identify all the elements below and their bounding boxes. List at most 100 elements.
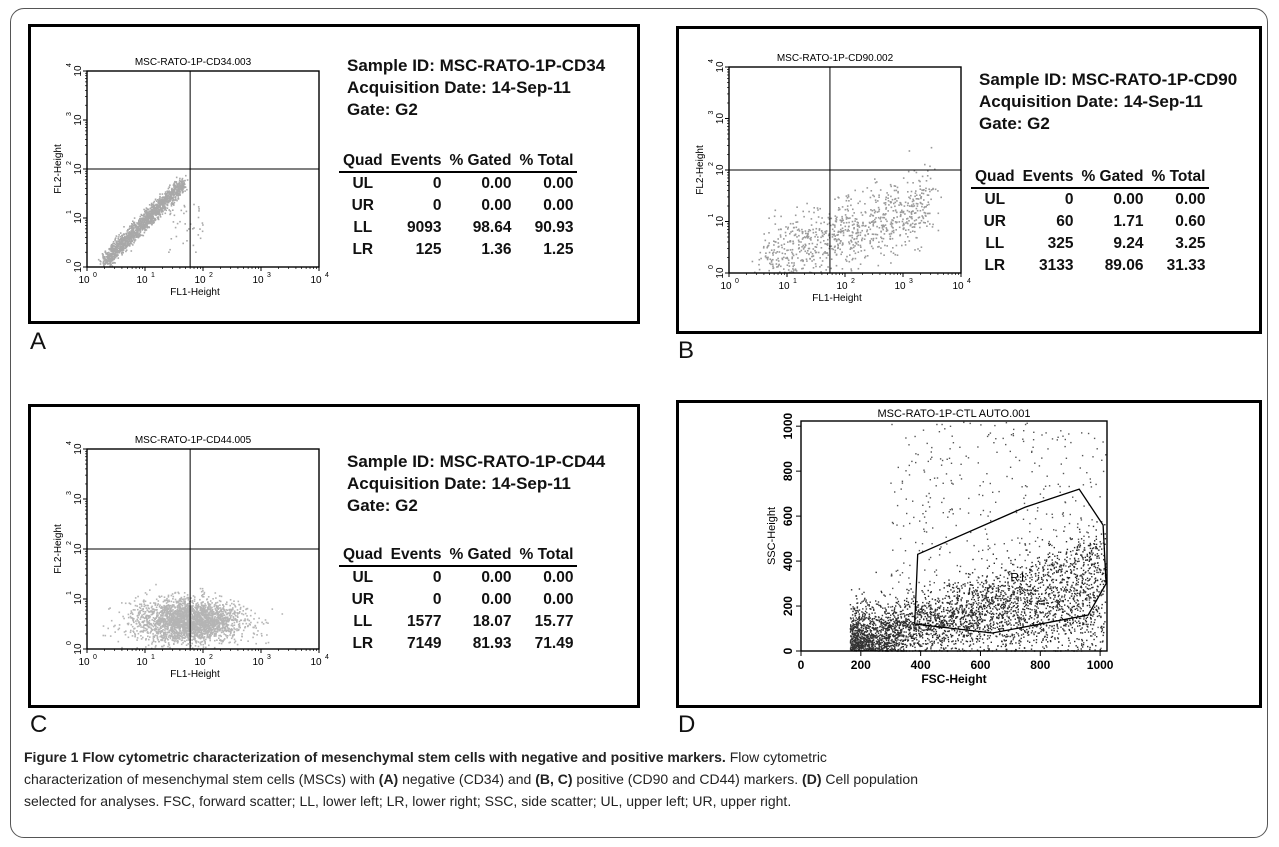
event-dot <box>804 250 807 253</box>
event-dot <box>115 248 118 250</box>
event-dot <box>148 212 150 214</box>
event-dot <box>769 258 772 260</box>
event-dot <box>151 211 153 214</box>
plot-title: MSC-RATO-1P-CD90.002 <box>777 53 894 64</box>
panel-b-box: MSC-RATO-1P-CD90.002 10 0 10 0 10 1 10 1 10 2 10 2 10… <box>676 26 1262 334</box>
event-dot <box>118 234 120 236</box>
event-dot <box>207 629 209 632</box>
event-dot <box>144 223 146 226</box>
event-dot <box>907 191 909 193</box>
event-dot <box>889 238 892 240</box>
event-dot <box>206 625 208 628</box>
event-dot <box>265 642 267 645</box>
event-dot <box>215 635 217 637</box>
event-dot <box>810 236 812 239</box>
event-dot <box>230 619 233 621</box>
event-dot <box>823 233 825 236</box>
event-dot <box>856 228 859 231</box>
event-dot <box>112 242 114 245</box>
event-dot <box>180 187 183 190</box>
event-dot <box>106 262 108 264</box>
event-dot <box>177 634 180 637</box>
event-dot <box>216 630 219 633</box>
event-dot <box>155 644 157 647</box>
event-dot <box>185 630 187 633</box>
event-dot <box>186 616 188 618</box>
event-dot <box>140 626 142 628</box>
event-dot <box>165 193 168 196</box>
event-dot <box>128 228 131 230</box>
event-dot <box>125 246 127 248</box>
event-dot <box>197 636 199 638</box>
event-dot <box>183 592 186 594</box>
event-dot <box>206 624 209 626</box>
event-dot <box>178 189 181 191</box>
event-dot <box>893 189 896 192</box>
event-dot <box>167 645 169 648</box>
event-dot <box>179 190 181 192</box>
event-dot <box>175 176 178 179</box>
event-dot <box>852 244 854 246</box>
y-tick-exponent: 0 <box>708 265 715 269</box>
event-dot <box>134 597 137 599</box>
event-dot <box>186 594 189 596</box>
event-dot <box>225 630 228 633</box>
event-dot <box>893 217 895 219</box>
event-dot <box>145 214 148 216</box>
event-dot <box>198 612 201 615</box>
event-dot <box>883 233 886 235</box>
event-dot <box>155 208 158 211</box>
event-dot <box>193 621 196 623</box>
event-dot <box>163 609 165 611</box>
x-tick-label: 10 <box>720 281 732 292</box>
event-dot <box>166 637 168 640</box>
event-dot <box>834 226 836 228</box>
event-dot <box>178 624 180 626</box>
event-dot <box>192 605 194 607</box>
event-dot <box>171 639 174 641</box>
event-dot <box>191 647 194 649</box>
event-dot <box>926 225 928 227</box>
event-dot <box>167 611 170 613</box>
event-dot <box>142 225 144 228</box>
event-dot <box>194 626 196 629</box>
event-dot <box>170 616 173 619</box>
y-tick-label: 10 <box>715 267 726 279</box>
event-dot <box>261 635 263 637</box>
event-dot <box>894 253 897 256</box>
event-dot <box>131 236 134 239</box>
event-dot <box>169 197 171 200</box>
event-dot <box>796 206 798 208</box>
event-dot <box>796 221 799 223</box>
event-dot <box>881 240 884 243</box>
event-dot <box>219 600 222 603</box>
event-dot <box>170 190 173 193</box>
y-tick-exponent: 4 <box>66 63 73 67</box>
event-dot <box>231 635 234 638</box>
event-dot <box>184 625 186 628</box>
event-dot <box>766 257 769 259</box>
event-dot <box>906 181 909 184</box>
event-dot <box>895 189 898 192</box>
event-dot <box>821 232 824 234</box>
event-dot <box>243 619 245 622</box>
event-dot <box>851 258 854 261</box>
event-dot <box>223 624 226 626</box>
event-dot <box>119 242 121 245</box>
event-dot <box>879 189 882 191</box>
event-dot <box>111 258 114 261</box>
event-dot <box>846 230 849 232</box>
event-dot <box>125 236 128 239</box>
event-dot <box>878 208 881 211</box>
event-dot <box>784 253 786 255</box>
event-dot <box>209 625 211 627</box>
event-dot <box>151 641 154 644</box>
event-dot <box>218 595 221 597</box>
event-dot <box>117 245 120 248</box>
event-dot <box>229 616 232 618</box>
event-dot <box>892 219 894 222</box>
event-dot <box>112 241 115 243</box>
event-dot <box>905 229 907 231</box>
event-dot <box>915 190 917 192</box>
event-dot <box>856 235 858 238</box>
